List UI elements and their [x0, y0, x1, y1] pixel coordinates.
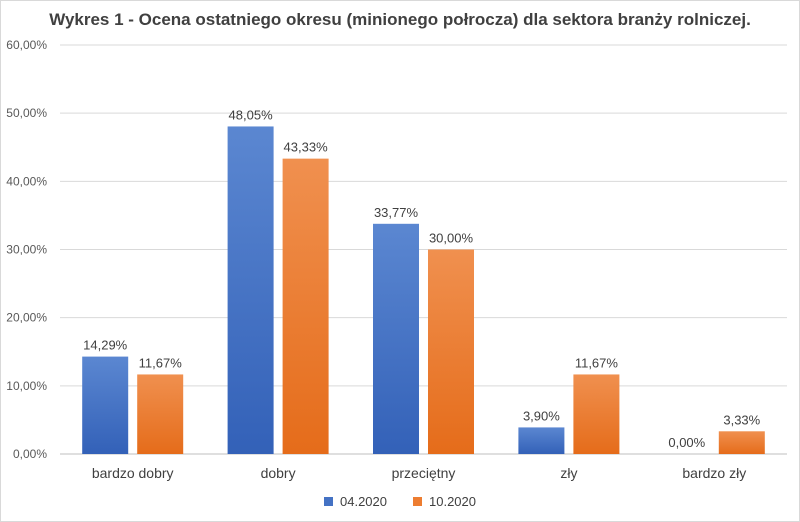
- data-label: 43,33%: [284, 140, 329, 155]
- x-category-label: bardzo dobry: [92, 465, 174, 481]
- x-category-label: bardzo zły: [682, 465, 746, 481]
- data-label: 30,00%: [429, 231, 474, 246]
- legend-label-04-2020: 04.2020: [340, 494, 387, 509]
- y-tick-label: 0,00%: [13, 447, 47, 461]
- legend-item-10-2020: 10.2020: [413, 494, 476, 509]
- y-tick-label: 10,00%: [6, 379, 47, 393]
- bar-10-2020: [137, 374, 184, 454]
- bar-04-2020: [518, 427, 565, 454]
- bar-10-2020: [573, 374, 620, 454]
- bar-10-2020: [718, 431, 765, 454]
- x-category-label: dobry: [261, 465, 296, 481]
- bar-10-2020: [428, 249, 474, 454]
- legend: 04.2020 10.2020: [0, 494, 800, 509]
- bar-04-2020: [82, 356, 129, 454]
- data-label: 11,67%: [575, 355, 619, 370]
- data-label: 3,33%: [723, 412, 760, 427]
- x-category-label: zły: [560, 465, 577, 481]
- bar-04-2020: [373, 223, 419, 454]
- x-category-label: przeciętny: [392, 465, 456, 481]
- data-label: 0,00%: [668, 435, 705, 450]
- data-label: 14,29%: [83, 338, 128, 353]
- data-label: 33,77%: [374, 205, 419, 220]
- data-label: 11,67%: [139, 355, 183, 370]
- y-tick-label: 60,00%: [6, 38, 47, 52]
- bar-04-2020: [227, 126, 274, 454]
- y-tick-label: 30,00%: [6, 243, 47, 257]
- data-label: 48,05%: [229, 107, 274, 122]
- bar-10-2020: [282, 158, 329, 454]
- legend-swatch-04-2020: [324, 497, 333, 506]
- legend-item-04-2020: 04.2020: [324, 494, 387, 509]
- legend-swatch-10-2020: [413, 497, 422, 506]
- y-tick-label: 50,00%: [6, 106, 47, 120]
- chart-title: Wykres 1 - Ocena ostatniego okresu (mini…: [49, 10, 751, 29]
- y-tick-label: 20,00%: [6, 311, 47, 325]
- y-tick-label: 40,00%: [6, 174, 47, 188]
- data-label: 3,90%: [523, 408, 560, 423]
- legend-label-10-2020: 10.2020: [429, 494, 476, 509]
